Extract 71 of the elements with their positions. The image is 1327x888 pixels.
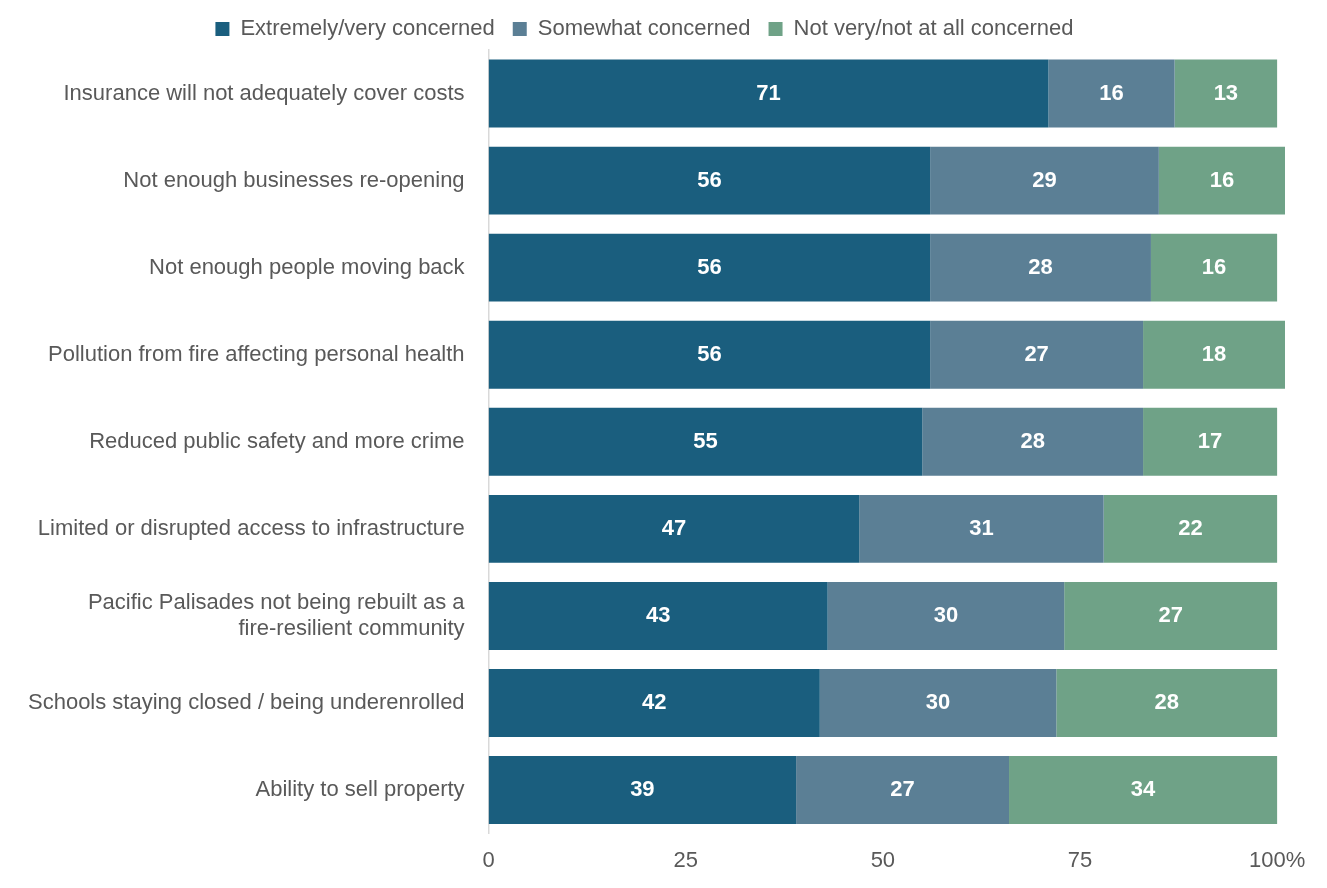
data-label: 18 [1201,340,1227,366]
legend-label: Somewhat concerned [537,15,751,41]
bar [930,320,1144,389]
data-label: 55 [693,427,718,453]
data-label: 56 [697,340,722,366]
data-label: 47 [661,514,687,540]
data-label: 17 [1197,427,1223,453]
data-label: 42 [641,689,667,715]
bar [1143,407,1278,476]
x-tick-label: 50 [870,846,896,872]
bar [1150,233,1278,302]
bar [1103,494,1278,563]
bar [488,669,820,737]
bar [488,59,1049,128]
bar [922,407,1144,476]
bar [488,407,923,476]
bar [488,756,797,825]
y-tick-label: Insurance will not adequately cover costs [63,79,465,105]
bar [488,146,931,215]
data-label: 39 [630,776,655,802]
data-label: 56 [697,253,722,279]
y-tick-label: Schools staying closed / being underenrolled [27,689,465,715]
data-label: 34 [1130,776,1157,802]
y-tick-label: Not enough businesses re-opening [123,166,465,192]
data-label: 71 [756,79,781,105]
bar [1056,669,1278,737]
bar [1174,59,1278,128]
y-tick-label: Reduced public safety and more crime [89,427,465,453]
bar [488,320,931,389]
data-label: 30 [933,602,959,627]
bar [827,581,1065,650]
legend-label: Extremely/very concerned [240,15,495,41]
data-label: 43 [645,602,671,627]
data-label: 29 [1032,166,1057,192]
x-tick-label: 25 [673,846,698,872]
bar [1158,146,1285,215]
data-label: 28 [1028,253,1053,279]
bar [1064,581,1278,650]
data-label: 28 [1154,689,1179,715]
bar [859,494,1104,563]
y-tick-label: Pacific Palisades not being rebuilt as a fire-resilient community [87,588,466,641]
data-label: 56 [697,166,722,192]
x-tick-label: 75 [1067,846,1093,872]
data-label: 30 [925,689,951,715]
y-tick-label: Pollution from fire affecting personal health [47,340,465,366]
data-label: 27 [890,776,915,802]
bar [930,146,1159,215]
data-label: 27 [1158,602,1183,627]
data-label: 16 [1201,253,1227,279]
bar [1048,59,1175,128]
y-tick-label: Ability to sell property [255,776,465,802]
data-label: 16 [1099,79,1124,105]
data-label: 16 [1209,166,1235,192]
x-tick-label: 0 [482,846,495,872]
bar [488,581,828,650]
data-label: 28 [1020,427,1045,453]
bar [930,233,1151,302]
data-label: 31 [969,514,994,540]
x-tick-label: 100% [1248,846,1306,872]
data-label: 27 [1024,340,1049,366]
bar [1009,756,1278,825]
legend-label: Not very/not at all concerned [793,15,1074,41]
y-tick-label: Limited or disrupted access to infrastructure [37,514,465,540]
data-label: 22 [1178,514,1203,540]
bar [819,669,1057,737]
bar [488,494,860,563]
bar [796,756,1010,825]
bar [1143,320,1285,389]
data-label: 13 [1213,79,1239,105]
y-tick-label: Not enough people moving back [149,253,466,279]
bar [488,233,931,302]
